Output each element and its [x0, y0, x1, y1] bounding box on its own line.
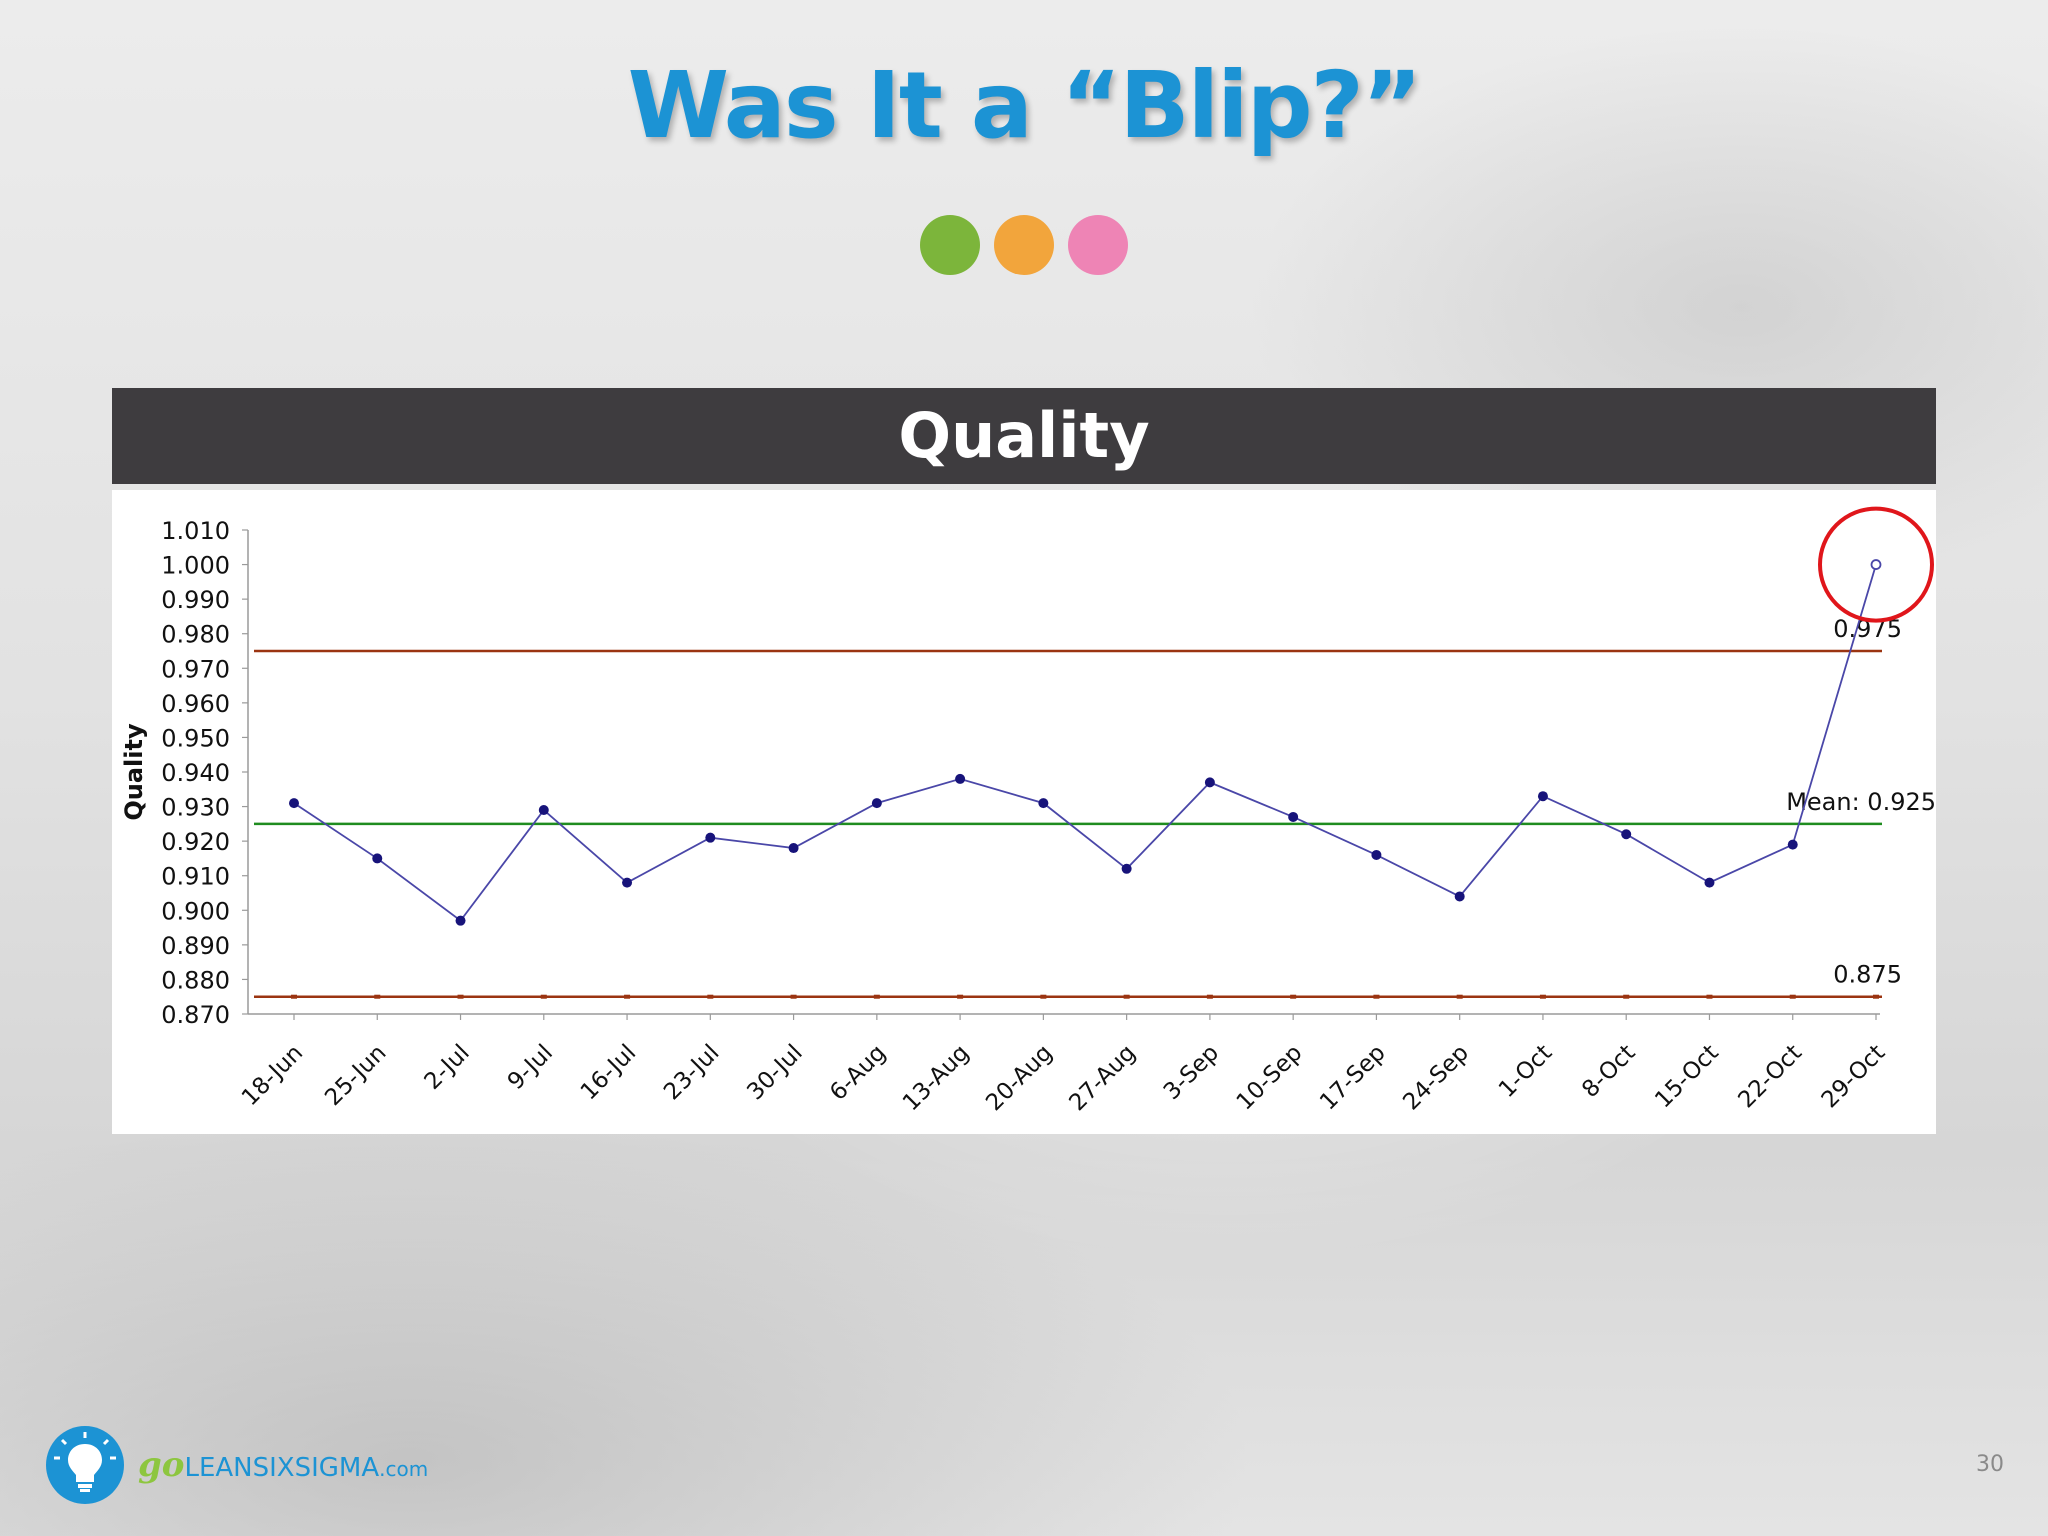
- company-logo[interactable]: goLEANSIXSIGMA.com: [46, 1426, 428, 1504]
- y-tick-label: 0.870: [161, 1001, 230, 1029]
- y-tick-label: 0.970: [161, 655, 230, 683]
- x-tick-label: 17-Sep: [1315, 1040, 1391, 1116]
- chart-panel: 1.010 1.000 0.990 0.980 0.970 0.960 0.950 0.940…: [112, 490, 1936, 1134]
- data-point: [1537, 791, 1548, 802]
- lcl-marker: [790, 994, 797, 999]
- lcl-marker: [1456, 994, 1463, 999]
- x-tick-label: 10-Sep: [1232, 1040, 1308, 1116]
- y-tick-label: 0.950: [161, 724, 230, 752]
- data-point: [1038, 798, 1049, 809]
- y-tick-label: 1.000: [161, 552, 230, 580]
- data-point: [455, 915, 466, 926]
- logo-go: go: [138, 1445, 185, 1485]
- data-point: [1787, 839, 1798, 850]
- data-point: [289, 798, 299, 809]
- logo-wordmark: goLEANSIXSIGMA.com: [138, 1445, 428, 1485]
- x-tick-label: 27-Aug: [1065, 1040, 1141, 1116]
- data-point: [1371, 849, 1382, 860]
- data-point: [1454, 891, 1465, 902]
- x-tick-label: 3-Sep: [1159, 1040, 1224, 1105]
- y-tick-label: 0.920: [161, 828, 230, 856]
- lcl-marker: [1789, 994, 1796, 999]
- lcl-marker: [291, 994, 297, 999]
- y-tick-label: 0.990: [161, 586, 230, 614]
- data-point: [871, 798, 882, 809]
- highlight-circle: [1818, 506, 1934, 623]
- lcl-marker: [1373, 994, 1380, 999]
- orange-dot: [994, 215, 1054, 275]
- x-tick-label: 18-Jun: [237, 1040, 308, 1111]
- mean-label: Mean: 0.925: [1786, 788, 1936, 816]
- lcl-marker: [957, 994, 964, 999]
- page-number: 30: [1976, 1452, 2004, 1477]
- lcl-marker: [1123, 994, 1130, 999]
- panel-header: Quality: [112, 388, 1936, 484]
- data-point: [1204, 777, 1215, 788]
- y-tick-label: 0.940: [161, 759, 230, 787]
- lcl-marker: [624, 994, 631, 999]
- data-point: [1288, 811, 1299, 822]
- x-tick-label: 30-Jul: [742, 1040, 807, 1105]
- x-tick-label: 2-Jul: [420, 1040, 475, 1095]
- x-tick-label: 13-Aug: [898, 1040, 974, 1116]
- y-tick-label: 0.930: [161, 794, 230, 822]
- y-tick-label: 0.900: [161, 897, 230, 925]
- x-tick-label: 9-Jul: [503, 1040, 558, 1095]
- slide-title: Was It a “Blip?”: [627, 52, 1423, 159]
- data-point: [1121, 863, 1132, 874]
- y-tick-label: 0.980: [161, 621, 230, 649]
- data-point-29-oct: [1870, 559, 1882, 570]
- y-tick-label: 0.880: [161, 966, 230, 994]
- data-point: [372, 853, 383, 864]
- x-tick-label: 22-Oct: [1733, 1040, 1807, 1114]
- data-point: [955, 773, 966, 784]
- x-tick-label: 15-Oct: [1650, 1040, 1724, 1114]
- data-point: [1621, 829, 1632, 840]
- lcl-marker: [1539, 994, 1546, 999]
- logo-name: LEANSIXSIGMA: [184, 1453, 380, 1483]
- lcl-marker: [1206, 994, 1213, 999]
- y-tick-label: 1.010: [161, 517, 230, 545]
- lcl-marker: [374, 994, 381, 999]
- lcl-marker: [873, 994, 880, 999]
- data-point: [622, 877, 633, 888]
- lcl-marker: [1873, 994, 1879, 999]
- x-tick-label: 23-Jul: [659, 1040, 724, 1105]
- x-tick-label: 16-Jul: [576, 1040, 641, 1105]
- lcl-marker: [540, 994, 547, 999]
- x-tick-label: 1-Oct: [1494, 1040, 1557, 1103]
- y-tick-label: 0.960: [161, 690, 230, 718]
- decorative-dots: [0, 215, 2048, 275]
- lcl-marker: [1040, 994, 1047, 999]
- pink-dot: [1068, 215, 1128, 275]
- lower-control-limit-label: 0.875: [1833, 961, 1902, 989]
- y-axis-label: Quality: [120, 723, 148, 821]
- data-point: [538, 805, 549, 816]
- series-line: [293, 564, 1877, 922]
- lcl-marker: [1706, 994, 1713, 999]
- y-tick-label: 0.890: [161, 932, 230, 960]
- data-point: [1704, 877, 1715, 888]
- x-tick-label: 20-Aug: [981, 1040, 1057, 1116]
- lcl-marker: [707, 994, 714, 999]
- green-dot: [920, 215, 980, 275]
- x-tick-label: 29-Oct: [1817, 1040, 1891, 1114]
- lcl-marker: [457, 994, 464, 999]
- data-point: [705, 832, 716, 843]
- lcl-marker: [1290, 994, 1297, 999]
- control-chart: 1.010 1.000 0.990 0.980 0.970 0.960 0.950 0.940…: [120, 506, 1936, 1116]
- lcl-marker: [1623, 994, 1630, 999]
- y-tick-label: 0.910: [161, 863, 230, 891]
- data-point: [788, 843, 799, 854]
- x-tick-label: 24-Sep: [1398, 1040, 1474, 1116]
- x-tick-label: 25-Jun: [320, 1040, 391, 1111]
- lightbulb-icon: [46, 1426, 124, 1504]
- logo-suffix: .com: [379, 1457, 429, 1481]
- x-tick-label: 6-Aug: [825, 1040, 891, 1106]
- x-tick-label: 8-Oct: [1577, 1040, 1640, 1103]
